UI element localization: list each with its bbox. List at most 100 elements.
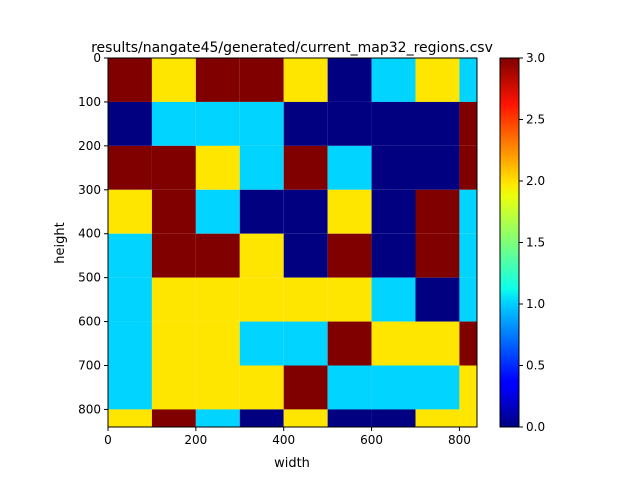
- y-tick-label: 0: [93, 51, 101, 65]
- y-axis-label: height: [53, 222, 68, 263]
- heatmap-cell: [415, 101, 460, 146]
- x-axis-ticks: 0 200 400 600 800: [104, 427, 471, 447]
- x-tick-label: 200: [184, 433, 207, 447]
- heatmap-cell: [415, 233, 460, 278]
- y-tick-label: 700: [78, 359, 101, 373]
- heatmap-cell: [195, 321, 240, 366]
- heatmap-cell: [415, 321, 460, 366]
- y-tick-label: 600: [78, 315, 101, 329]
- heatmap-cell: [371, 189, 416, 234]
- heatmap-cell: [459, 233, 477, 278]
- heatmap-cell: [459, 277, 477, 322]
- heatmap-cell: [327, 145, 372, 190]
- x-tick-label: 600: [360, 433, 383, 447]
- colorbar-tick-label: 1.0: [526, 297, 545, 311]
- heatmap-cell: [151, 58, 196, 102]
- colorbar-tick-label: 3.0: [526, 51, 545, 65]
- colorbar-tick-label: 1.5: [526, 236, 545, 250]
- heatmap-cell: [108, 145, 152, 190]
- heatmap-cell: [327, 189, 372, 234]
- heatmap-cell: [239, 145, 284, 190]
- heatmap-cell: [151, 277, 196, 322]
- heatmap-cell: [151, 321, 196, 366]
- plot-frame: [107, 57, 478, 428]
- heatmap-cell: [239, 365, 284, 410]
- heatmap-cell: [239, 189, 284, 234]
- heatmap-cell: [195, 101, 240, 146]
- heatmap-cell: [151, 145, 196, 190]
- heatmap-cell: [415, 277, 460, 322]
- heatmap-cell: [283, 145, 328, 190]
- heatmap-cell: [283, 365, 328, 410]
- heatmap-cell: [195, 233, 240, 278]
- heatmap-cell: [283, 58, 328, 102]
- heatmap-cell: [283, 101, 328, 146]
- heatmap-cell: [459, 58, 477, 102]
- heatmap-cell: [327, 101, 372, 146]
- heatmap-cell: [195, 365, 240, 410]
- heatmap-cell: [108, 189, 152, 234]
- colorbar-gradient: [499, 57, 520, 428]
- y-tick-label: 400: [78, 227, 101, 241]
- heatmap-cell: [108, 233, 152, 278]
- heatmap-cell: [108, 321, 152, 366]
- heatmap-cell: [415, 145, 460, 190]
- colorbar-ticks: 0.0 0.5 1.0 1.5 2.0 2.5 3.0: [519, 51, 545, 434]
- heatmap-cell: [327, 409, 372, 427]
- heatmap-cell: [415, 365, 460, 410]
- heatmap-cell: [283, 189, 328, 234]
- heatmap-cell: [283, 321, 328, 366]
- heatmap-cell: [239, 233, 284, 278]
- heatmap-cell: [459, 101, 477, 146]
- heatmap-cell: [283, 233, 328, 278]
- heatmap-cell: [195, 277, 240, 322]
- heatmap-cell: [151, 233, 196, 278]
- heatmap-cell: [239, 277, 284, 322]
- heatmap-cell: [415, 58, 460, 102]
- y-tick-label: 300: [78, 183, 101, 197]
- heatmap-cell: [239, 409, 284, 427]
- heatmap-cell: [108, 277, 152, 322]
- y-tick-label: 500: [78, 271, 101, 285]
- heatmap-cell: [415, 409, 460, 427]
- heatmap-cell: [415, 189, 460, 234]
- x-axis-label: width: [274, 456, 310, 471]
- heatmap-cell: [239, 58, 284, 102]
- heatmap-cell: [195, 189, 240, 234]
- heatmap-cell: [151, 189, 196, 234]
- heatmap-cell: [195, 145, 240, 190]
- colorbar-tick-label: 2.5: [526, 113, 545, 127]
- heatmap-cell: [459, 321, 477, 366]
- heatmap-cell: [327, 277, 372, 322]
- heatmap-cell: [459, 145, 477, 190]
- y-tick-label: 800: [78, 402, 101, 416]
- heatmap-cell: [151, 409, 196, 427]
- y-axis-ticks: 0 100 200 300 400 500 600 700 800: [78, 51, 108, 416]
- heatmap-cell: [371, 321, 416, 366]
- colorbar-tick-label: 2.0: [526, 174, 545, 188]
- heatmap-cell: [108, 58, 152, 102]
- heatmap-cell: [371, 409, 416, 427]
- heatmap-cells: [108, 58, 477, 427]
- heatmap-cell: [195, 58, 240, 102]
- heatmap-cell: [371, 101, 416, 146]
- heatmap-cell: [459, 189, 477, 234]
- heatmap-cell: [151, 101, 196, 146]
- heatmap-cell: [371, 277, 416, 322]
- heatmap-cell: [371, 233, 416, 278]
- colorbar: 0.0 0.5 1.0 1.5 2.0 2.5 3.0: [499, 51, 545, 434]
- y-tick-label: 100: [78, 95, 101, 109]
- heatmap-cell: [459, 409, 477, 427]
- heatmap-cell: [108, 365, 152, 410]
- x-tick-label: 400: [272, 433, 295, 447]
- chart-title: results/nangate45/generated/current_map3…: [91, 40, 493, 56]
- heatmap-cell: [371, 58, 416, 102]
- heatmap-cell: [239, 101, 284, 146]
- heatmap-cell: [283, 409, 328, 427]
- heatmap-cell: [371, 145, 416, 190]
- heatmap-cell: [327, 233, 372, 278]
- heatmap-cell: [371, 365, 416, 410]
- colorbar-tick-label: 0.0: [526, 420, 545, 434]
- y-tick-label: 200: [78, 139, 101, 153]
